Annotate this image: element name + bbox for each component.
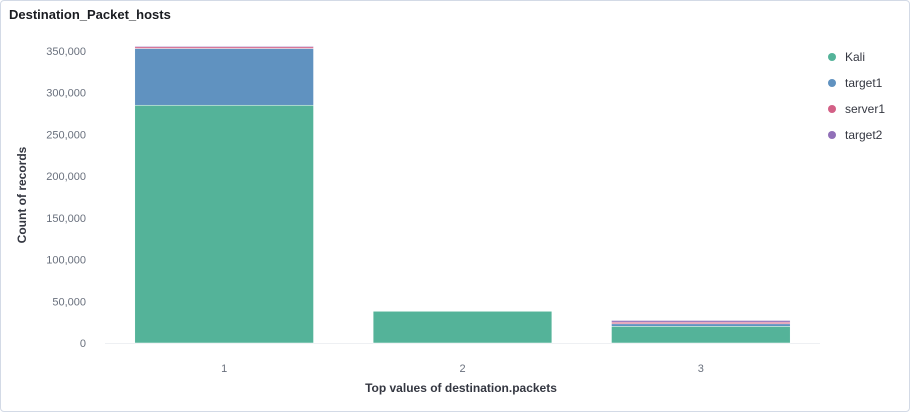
x-tick-label: 2 xyxy=(459,363,465,375)
y-tick-label: 0 xyxy=(80,338,86,350)
x-axis: 1 2 3 xyxy=(105,343,820,375)
legend-dot-icon xyxy=(828,79,836,87)
legend-label: server1 xyxy=(845,102,886,116)
y-tick-label: 200,000 xyxy=(46,171,86,183)
legend-label: target1 xyxy=(845,76,883,90)
legend: Kali target1 server1 target2 xyxy=(828,44,885,148)
panel-title: Destination_Packet_hosts xyxy=(9,7,171,22)
legend-dot-icon xyxy=(828,105,836,113)
y-tick-label: 50,000 xyxy=(52,296,86,308)
y-tick-label: 350,000 xyxy=(46,46,86,58)
y-axis-title: Count of records xyxy=(15,146,29,243)
legend-item-target1[interactable]: target1 xyxy=(828,70,885,96)
legend-item-kali[interactable]: Kali xyxy=(828,44,885,70)
legend-label: target2 xyxy=(845,128,883,142)
y-tick-label: 100,000 xyxy=(46,255,86,267)
bar-target1-1[interactable] xyxy=(134,48,314,106)
y-tick-label: 300,000 xyxy=(46,88,86,100)
x-tick-label: 3 xyxy=(698,363,704,375)
bar-server1-1[interactable] xyxy=(134,46,314,49)
y-tick-label: 250,000 xyxy=(46,129,86,141)
x-axis-title: Top values of destination.packets xyxy=(365,381,557,395)
bar-server1-3[interactable] xyxy=(611,321,791,325)
y-axis: 0 50,000 100,000 150,000 200,000 250,000 300,0… xyxy=(46,46,86,350)
x-tick-label: 1 xyxy=(221,363,227,375)
bar-target2-1[interactable] xyxy=(134,45,314,48)
legend-dot-icon xyxy=(828,53,836,61)
bar-kali-3[interactable] xyxy=(611,326,791,344)
legend-item-target2[interactable]: target2 xyxy=(828,122,885,148)
legend-dot-icon xyxy=(828,131,836,139)
bar-kali-1[interactable] xyxy=(134,104,314,344)
bars xyxy=(134,45,791,344)
y-tick-label: 150,000 xyxy=(46,213,86,225)
bar-target1-3[interactable] xyxy=(611,323,791,327)
bar-target2-3[interactable] xyxy=(611,320,791,323)
legend-label: Kali xyxy=(845,50,866,64)
legend-item-server1[interactable]: server1 xyxy=(828,96,885,122)
bar-kali-2[interactable] xyxy=(372,311,553,344)
